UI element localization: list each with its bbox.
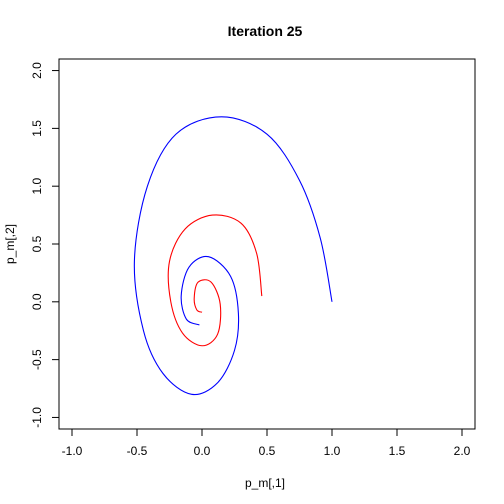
x-tick-label: 0.0 bbox=[194, 444, 211, 458]
series-layer bbox=[133, 116, 333, 396]
y-tick-label: 0.0 bbox=[30, 293, 44, 310]
y-tick-label: -0.5 bbox=[30, 349, 44, 370]
y-tick-label: 1.5 bbox=[30, 120, 44, 137]
x-axis: -1.0 -0.5 0.0 0.5 1.0 1.5 2.0 bbox=[62, 428, 471, 458]
y-tick-label: 2.0 bbox=[30, 62, 44, 79]
y-tick-label: 1.0 bbox=[30, 178, 44, 195]
x-tick-label: 1.0 bbox=[324, 444, 341, 458]
x-tick-label: 2.0 bbox=[454, 444, 471, 458]
series-line-2 bbox=[167, 214, 263, 347]
y-tick-label: 0.5 bbox=[30, 235, 44, 252]
y-axis: -1.0 -0.5 0.0 0.5 1.0 1.5 2.0 bbox=[30, 62, 60, 428]
y-tick-label: -1.0 bbox=[30, 407, 44, 428]
x-tick-label: 0.5 bbox=[259, 444, 276, 458]
chart-title: Iteration 25 bbox=[228, 23, 303, 39]
plot-frame bbox=[58, 58, 476, 430]
x-axis-label: p_m[,1] bbox=[245, 476, 285, 490]
y-axis-label: p_m[,2] bbox=[3, 224, 17, 264]
x-tick-label: -0.5 bbox=[127, 444, 148, 458]
x-tick-label: -1.0 bbox=[62, 444, 83, 458]
series-line-1 bbox=[133, 116, 333, 396]
x-tick-label: 1.5 bbox=[389, 444, 406, 458]
